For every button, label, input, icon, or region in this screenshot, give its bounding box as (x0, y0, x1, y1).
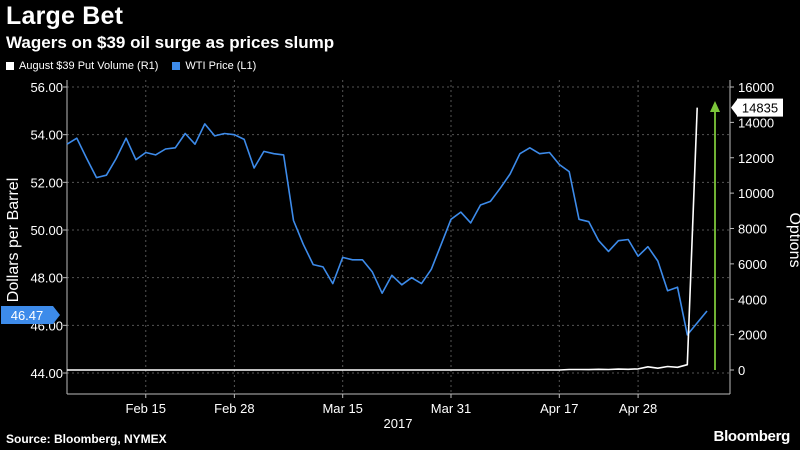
y-right-tick-label: 4000 (738, 292, 767, 307)
volume-last-value-badge (737, 98, 783, 117)
source-note: Source: Bloomberg, NYMEX (6, 432, 167, 446)
x-tick-label: Feb 28 (214, 401, 254, 416)
legend-item-volume: August $39 Put Volume (R1) (6, 60, 158, 72)
y-right-tick-label: 8000 (738, 222, 767, 237)
legend-swatch-volume (6, 62, 14, 70)
y-left-axis-label: Dollars per Barrel (5, 178, 22, 302)
x-axis-label: 2017 (384, 416, 413, 431)
y-right-tick-label: 16000 (738, 80, 774, 95)
y-left-tick-label: 52.00 (30, 175, 63, 190)
chart-subtitle: Wagers on $39 oil surge as prices slump (6, 33, 335, 52)
y-left-tick-label: 44.00 (30, 366, 63, 381)
volume-last-value-label: 14835 (742, 101, 778, 116)
y-right-tick-label: 10000 (738, 186, 774, 201)
legend: August $39 Put Volume (R1) WTI Price (L1… (6, 60, 256, 72)
x-tick-label: Apr 28 (619, 401, 657, 416)
x-tick-label: Mar 31 (431, 401, 471, 416)
legend-swatch-wti (172, 62, 181, 70)
legend-item-wti: WTI Price (L1) (172, 60, 256, 72)
y-right-tick-label: 6000 (738, 257, 767, 272)
wti-last-value-label: 46.47 (11, 308, 44, 323)
wti-price-line (66, 123, 708, 336)
y-left-tick-label: 50.00 (30, 223, 63, 238)
volume-last-value-pointer (731, 99, 737, 116)
x-tick-label: Mar 15 (322, 401, 362, 416)
chart-title: Large Bet (6, 2, 124, 30)
y-left-tick-label: 56.00 (30, 80, 63, 95)
y-right-tick-label: 2000 (738, 328, 767, 343)
y-left-tick-label: 48.00 (30, 271, 63, 286)
green-arrow-head (710, 101, 720, 112)
wti-last-value-pointer (53, 306, 60, 324)
x-tick-label: Apr 17 (540, 401, 578, 416)
legend-label-wti: WTI Price (L1) (185, 60, 257, 72)
y-right-axis-label: Options (786, 212, 800, 267)
put-volume-line (67, 107, 698, 371)
y-right-tick-label: 0 (738, 363, 745, 378)
legend-label-volume: August $39 Put Volume (R1) (19, 60, 159, 72)
y-right-tick-label: 14000 (738, 115, 774, 130)
bloomberg-logo: Bloomberg (713, 428, 791, 445)
x-tick-label: Feb 15 (126, 401, 166, 416)
wti-last-value-badge (1, 306, 53, 324)
y-right-tick-label: 12000 (738, 151, 774, 166)
y-left-tick-label: 54.00 (30, 128, 63, 143)
